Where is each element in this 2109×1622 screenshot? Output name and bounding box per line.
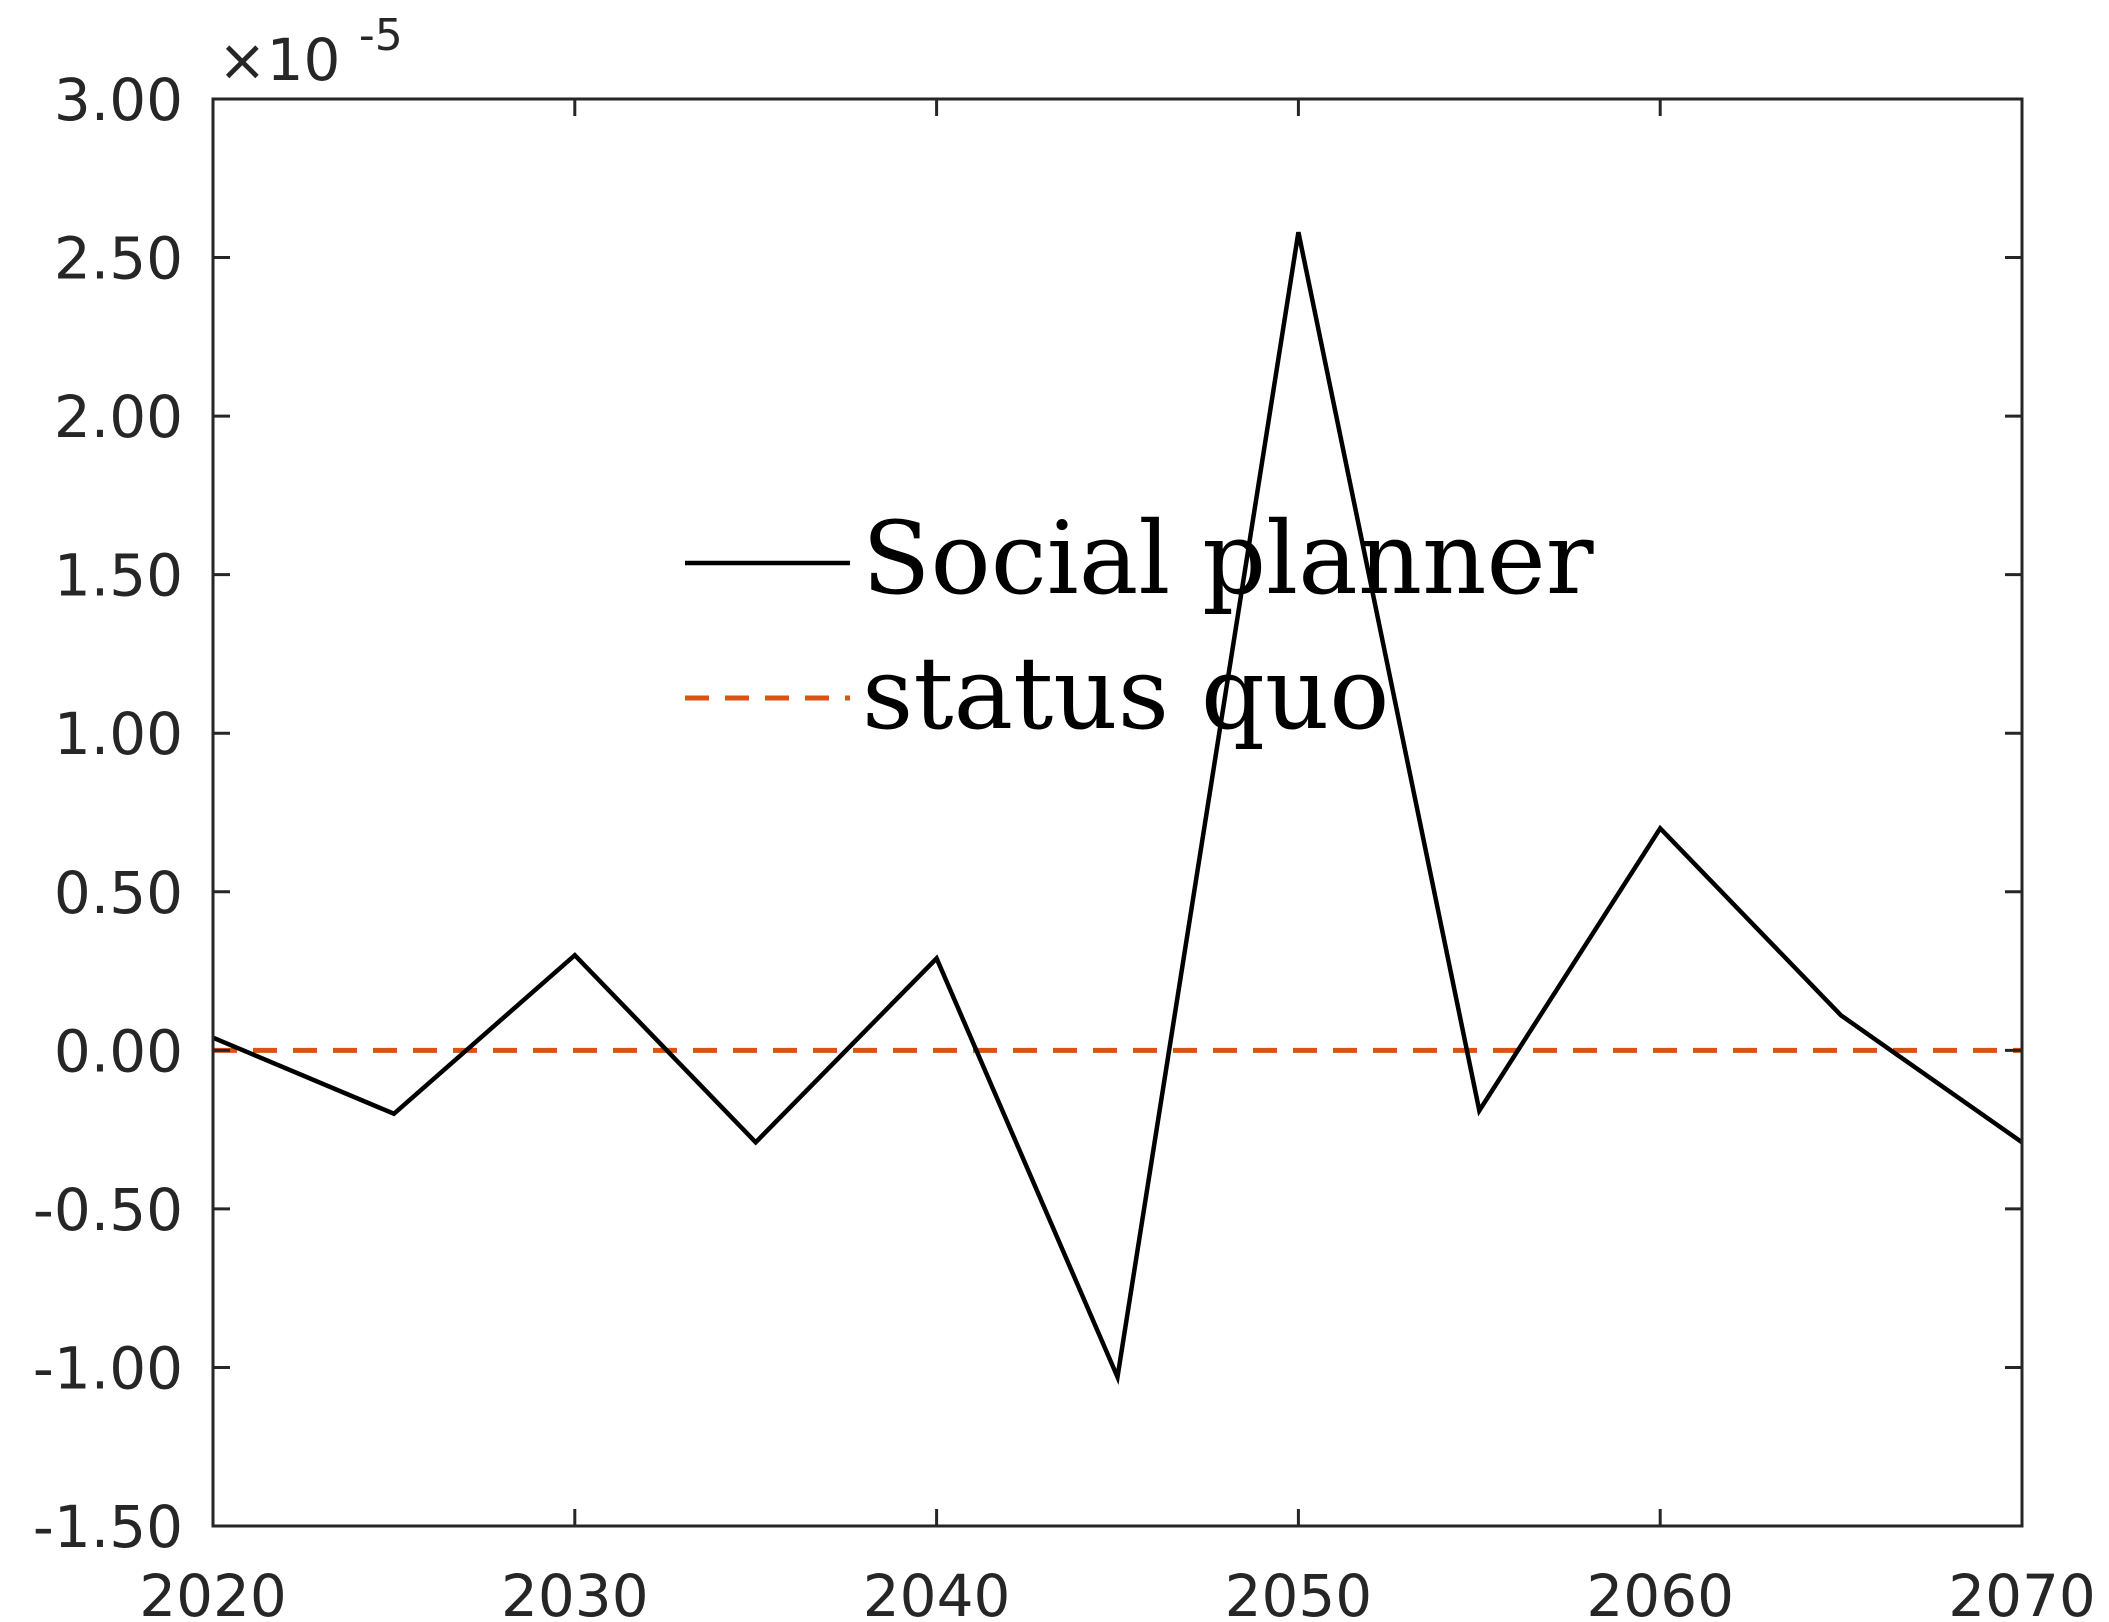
ticks-layer (211, 97, 2024, 1528)
x-tick-label: 2050 (1225, 1562, 1373, 1622)
plot-frame (211, 97, 2024, 1528)
y-multiplier-label: ×10 -5 (218, 10, 403, 94)
legend-label: status quo (862, 635, 1389, 752)
y-tick-label: 0.00 (54, 1017, 183, 1085)
series-layer (212, 231, 2024, 1385)
x-tick-label: 2020 (139, 1562, 287, 1622)
y-tick-label: -1.00 (33, 1334, 183, 1402)
y-tick-label: 0.50 (54, 859, 183, 927)
legend-label: Social planner (862, 500, 1594, 617)
x-tick-label: 2070 (1948, 1562, 2096, 1622)
y-tick-label: 2.00 (54, 383, 183, 451)
y-multiplier-exponent: -5 (359, 10, 403, 61)
y-tick-label: -1.50 (33, 1493, 183, 1561)
series-line (212, 231, 2024, 1385)
x-tick-label: 2040 (863, 1562, 1011, 1622)
y-tick-label: 1.50 (54, 542, 183, 610)
y-tick-label: 1.00 (54, 700, 183, 768)
x-tick-label: 2030 (501, 1562, 649, 1622)
y-multiplier-base: ×10 (218, 26, 340, 94)
y-tick-label: 2.50 (54, 225, 183, 293)
tick-labels: -1.50 -1.00 -0.50 0.00 0.50 1.00 1.50 2.00 2.50 3… (33, 66, 2096, 1622)
x-tick-label: 2060 (1586, 1562, 1734, 1622)
y-tick-label: -0.50 (33, 1176, 183, 1244)
y-tick-label: 3.00 (54, 66, 183, 134)
legend: Social planner status quo (685, 500, 1594, 752)
